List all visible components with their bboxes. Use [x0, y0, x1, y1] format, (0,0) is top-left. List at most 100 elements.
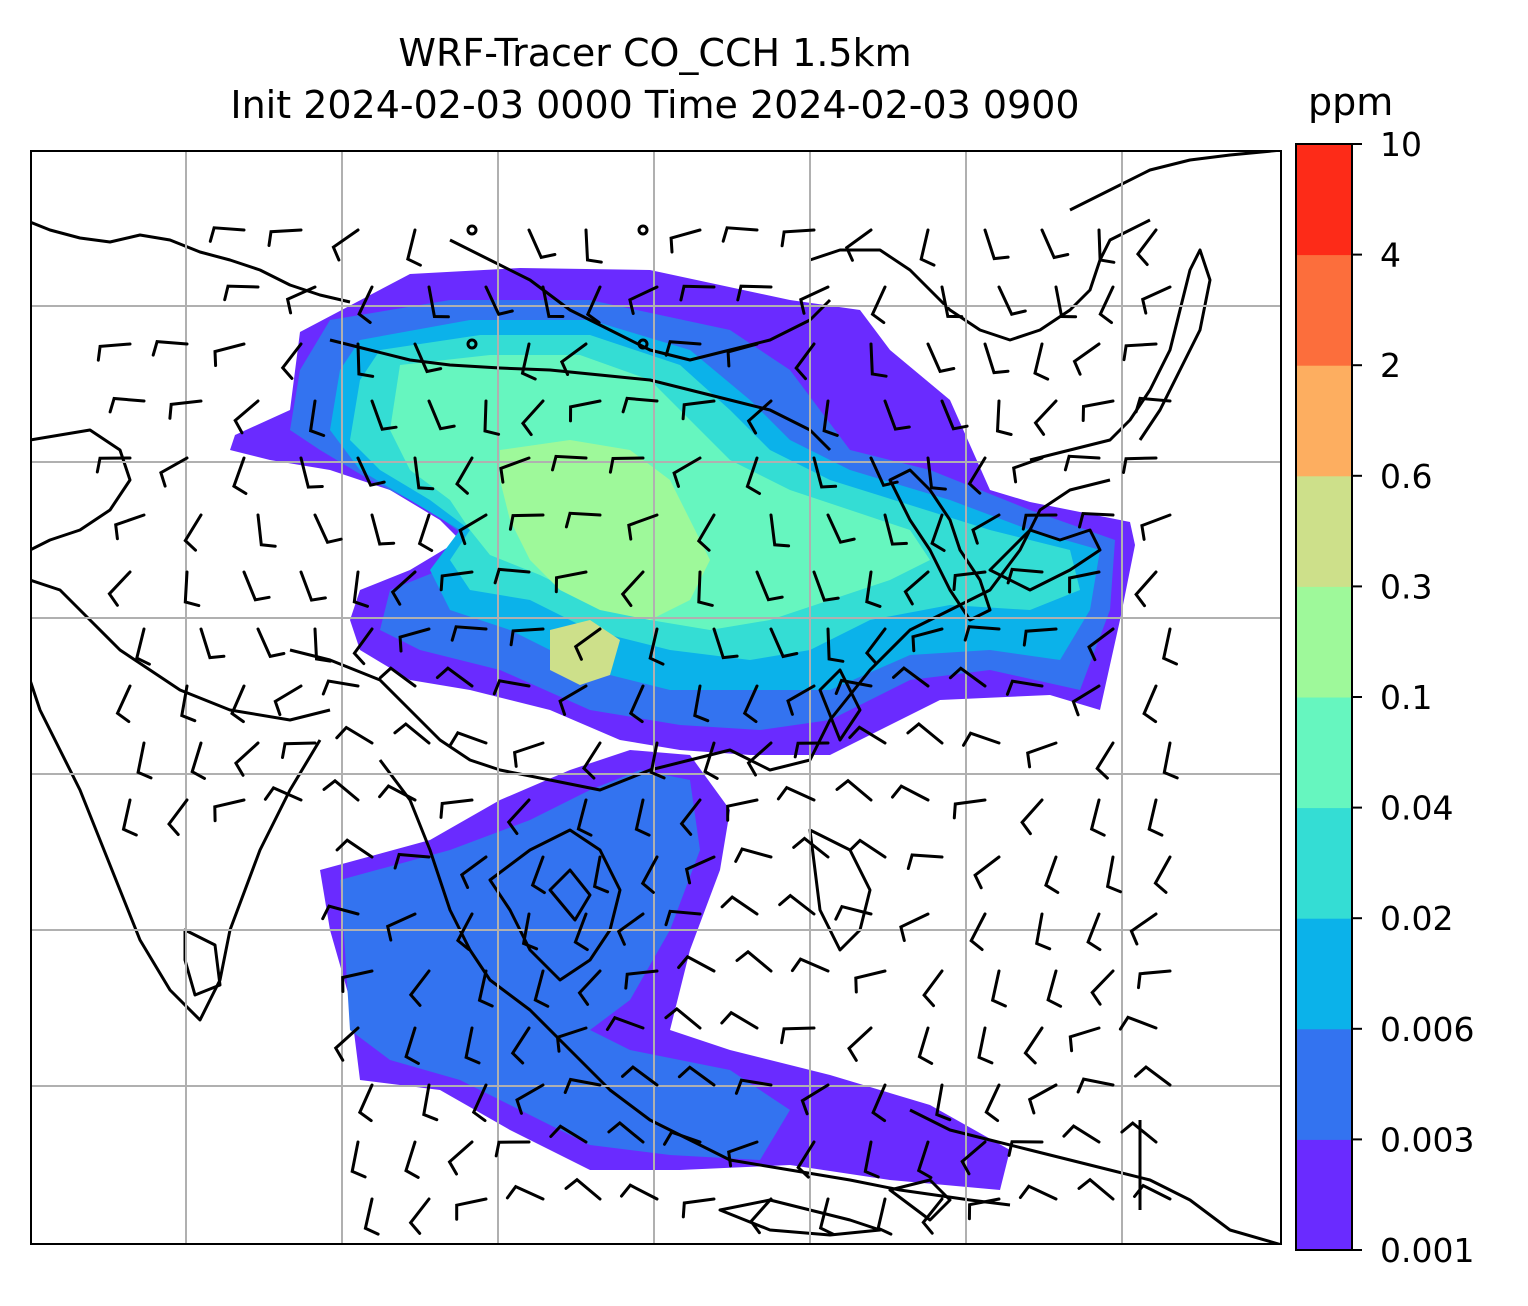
- colorbar-band: [1296, 586, 1352, 698]
- wind-barb: [997, 285, 1027, 316]
- wind-barb: [350, 1140, 367, 1179]
- wind-barb: [1134, 1065, 1172, 1087]
- wind-barb: [585, 285, 602, 325]
- wind-barb: [826, 513, 856, 544]
- wind-barb: [799, 285, 830, 315]
- wind-barb: [450, 625, 488, 642]
- wind-barb: [916, 1140, 933, 1179]
- wind-barb: [1063, 454, 1101, 472]
- calm-marker: [466, 224, 478, 236]
- wind-barb: [967, 456, 987, 495]
- wind-barb: [449, 730, 488, 747]
- wind-barb: [1122, 342, 1158, 362]
- wind-barb: [558, 684, 588, 716]
- wind-barb: [458, 513, 488, 546]
- wind-barb: [983, 228, 1010, 261]
- wind-barb: [834, 678, 873, 695]
- wind-barb: [280, 342, 303, 380]
- wind-barb: [794, 342, 816, 381]
- wind-barb: [1140, 285, 1172, 315]
- wind-barb: [363, 1197, 380, 1236]
- wind-barb: [541, 285, 565, 318]
- wind-barb: [509, 627, 545, 647]
- wind-barb: [648, 627, 665, 666]
- wind-barb: [649, 741, 666, 780]
- wind-barb: [1077, 1177, 1115, 1201]
- wind-barb: [1005, 679, 1044, 696]
- wind-barb: [693, 684, 710, 723]
- wind-barb: [664, 340, 702, 357]
- wind-barb: [697, 570, 714, 607]
- wind-barb: [995, 399, 1013, 436]
- wind-barb: [233, 741, 260, 777]
- wind-barb: [605, 1015, 645, 1031]
- wind-barb: [1012, 456, 1044, 484]
- wind-barb: [1129, 912, 1158, 946]
- wind-barb: [906, 853, 944, 870]
- wind-barb: [96, 342, 132, 362]
- wind-barb: [863, 1140, 880, 1179]
- wind-barb: [812, 570, 840, 602]
- colorbar-tick-label: 0.3: [1380, 567, 1432, 606]
- wind-barb: [669, 228, 702, 254]
- wind-barb: [356, 342, 375, 378]
- wind-barb: [352, 627, 374, 666]
- wind-barb: [408, 969, 431, 1007]
- wind-barb: [616, 912, 645, 946]
- wind-barb: [455, 912, 474, 951]
- wind-barb: [439, 798, 474, 819]
- wind-barb: [413, 342, 443, 374]
- wind-barb: [477, 969, 494, 1008]
- wind-barb: [780, 228, 816, 248]
- wind-barb: [370, 399, 398, 431]
- wind-barb: [607, 1121, 645, 1144]
- wind-barb: [790, 957, 830, 973]
- wind-barb: [1027, 1083, 1058, 1115]
- colorbar-tick-label: 0.6: [1380, 457, 1432, 496]
- wind-barb: [1068, 1026, 1101, 1053]
- wind-barb: [720, 1010, 759, 1030]
- wind-barb: [390, 570, 417, 606]
- wind-barb: [151, 340, 189, 357]
- wind-barb: [199, 627, 226, 660]
- wind-barb: [1078, 511, 1115, 529]
- wind-barb: [746, 399, 773, 435]
- wind-barb: [726, 798, 759, 822]
- wind-barb: [492, 679, 531, 696]
- wind-barb: [899, 912, 930, 942]
- wind-barb: [321, 679, 360, 696]
- wind-barb: [464, 1026, 481, 1065]
- tracer-level-6: [500, 440, 710, 620]
- wind-barb: [357, 285, 374, 324]
- wind-barb: [521, 912, 539, 951]
- wind-barb: [865, 570, 882, 608]
- wind-barb: [1105, 855, 1122, 894]
- wind-barb: [1062, 1124, 1101, 1144]
- calm-marker: [637, 338, 649, 350]
- wind-barb: [969, 912, 987, 951]
- wind-barb: [493, 567, 531, 585]
- wind-barb: [677, 954, 716, 973]
- wind-barb: [1081, 399, 1115, 422]
- wind-barb: [621, 1065, 659, 1087]
- colorbar-tick-label: 0.02: [1380, 899, 1453, 938]
- wind-barb: [322, 778, 360, 802]
- wind-barb: [1089, 798, 1106, 837]
- wind-barb: [973, 855, 1001, 890]
- wind-barb: [911, 627, 944, 653]
- wind-barb: [563, 1077, 602, 1094]
- wind-barb: [1022, 627, 1058, 647]
- wind-barb: [826, 627, 845, 663]
- wind-barb: [1095, 741, 1115, 780]
- wind-barb: [370, 513, 396, 546]
- colorbar-band: [1296, 1028, 1352, 1140]
- wind-barb: [960, 1140, 987, 1176]
- wind-barb: [1142, 684, 1158, 724]
- wind-barb: [1135, 228, 1158, 266]
- wind-barb: [331, 228, 360, 262]
- wind-barb: [984, 1083, 1001, 1123]
- wind-barb: [1087, 627, 1115, 662]
- wind-barb: [352, 570, 369, 608]
- wind-barb: [313, 513, 343, 545]
- wind-barb: [1098, 285, 1115, 325]
